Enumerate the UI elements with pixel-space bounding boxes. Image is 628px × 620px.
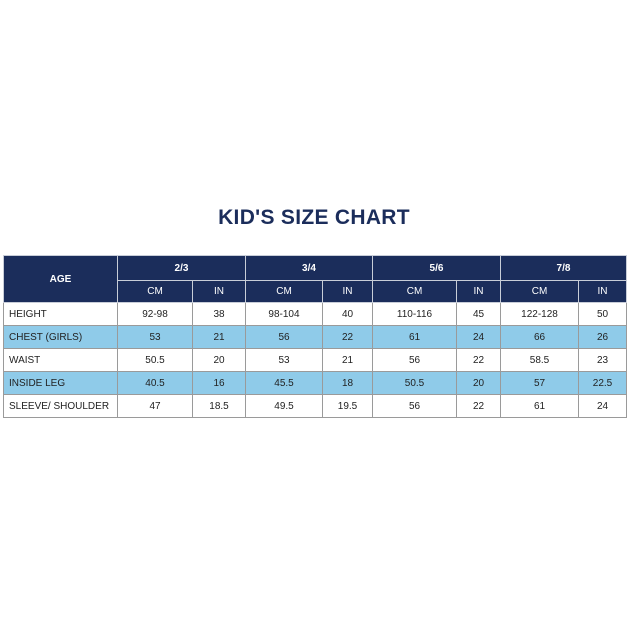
row-label: INSIDE LEG	[3, 371, 118, 395]
cell: 47	[117, 394, 193, 418]
chart-title: KID'S SIZE CHART	[218, 206, 410, 229]
cell: 110-116	[372, 302, 457, 326]
table-row: SLEEVE/ SHOULDER 47 18.5 49.5 19.5 56 22 61 24	[3, 394, 627, 418]
unit-header: CM	[372, 280, 457, 303]
cell: 56	[372, 394, 457, 418]
cell: 19.5	[322, 394, 373, 418]
cell: 53	[245, 348, 323, 372]
age-group-header: 3/4	[245, 255, 373, 281]
cell: 45.5	[245, 371, 323, 395]
cell: 40.5	[117, 371, 193, 395]
cell: 40	[322, 302, 373, 326]
cell: 56	[372, 348, 457, 372]
row-label: WAIST	[3, 348, 118, 372]
cell: 22	[456, 394, 501, 418]
unit-header: IN	[192, 280, 246, 303]
cell: 58.5	[500, 348, 579, 372]
unit-header: CM	[245, 280, 323, 303]
cell: 61	[372, 325, 457, 349]
table-header: AGE 2/3 3/4 5/6 7/8 CM IN CM IN CM IN CM IN	[3, 255, 627, 303]
cell: 18.5	[192, 394, 246, 418]
age-row: AGE 2/3 3/4 5/6 7/8	[3, 255, 627, 303]
table-body: HEIGHT 92-98 38 98-104 40 110-116 45 122-128 50 C…	[3, 302, 627, 418]
cell: 49.5	[245, 394, 323, 418]
cell: 50	[578, 302, 627, 326]
table-row: HEIGHT 92-98 38 98-104 40 110-116 45 122-128 50	[3, 302, 627, 326]
table-row: WAIST 50.5 20 53 21 56 22 58.5 23	[3, 348, 627, 372]
cell: 66	[500, 325, 579, 349]
cell: 57	[500, 371, 579, 395]
cell: 16	[192, 371, 246, 395]
cell: 21	[192, 325, 246, 349]
cell: 98-104	[245, 302, 323, 326]
cell: 23	[578, 348, 627, 372]
cell: 24	[578, 394, 627, 418]
cell: 26	[578, 325, 627, 349]
cell: 61	[500, 394, 579, 418]
unit-header: IN	[456, 280, 501, 303]
age-header: AGE	[3, 255, 118, 303]
cell: 38	[192, 302, 246, 326]
cell: 22.5	[578, 371, 627, 395]
cell: 92-98	[117, 302, 193, 326]
unit-header: CM	[117, 280, 193, 303]
unit-header: CM	[500, 280, 579, 303]
cell: 50.5	[117, 348, 193, 372]
cell: 56	[245, 325, 323, 349]
age-group-header: 2/3	[117, 255, 246, 281]
cell: 122-128	[500, 302, 579, 326]
cell: 50.5	[372, 371, 457, 395]
row-label: HEIGHT	[3, 302, 118, 326]
cell: 45	[456, 302, 501, 326]
size-table: AGE 2/3 3/4 5/6 7/8 CM IN CM IN CM IN CM IN HEIGHT 9…	[3, 255, 627, 418]
cell: 18	[322, 371, 373, 395]
cell: 21	[322, 348, 373, 372]
cell: 53	[117, 325, 193, 349]
cell: 22	[456, 348, 501, 372]
unit-header: IN	[322, 280, 373, 303]
table-row: CHEST (GIRLS) 53 21 56 22 61 24 66 26	[3, 325, 627, 349]
table-row: INSIDE LEG 40.5 16 45.5 18 50.5 20 57 22.5	[3, 371, 627, 395]
age-group-header: 7/8	[500, 255, 627, 281]
row-label: SLEEVE/ SHOULDER	[3, 394, 118, 418]
cell: 22	[322, 325, 373, 349]
cell: 24	[456, 325, 501, 349]
age-group-header: 5/6	[372, 255, 501, 281]
cell: 20	[456, 371, 501, 395]
cell: 20	[192, 348, 246, 372]
row-label: CHEST (GIRLS)	[3, 325, 118, 349]
unit-header: IN	[578, 280, 627, 303]
